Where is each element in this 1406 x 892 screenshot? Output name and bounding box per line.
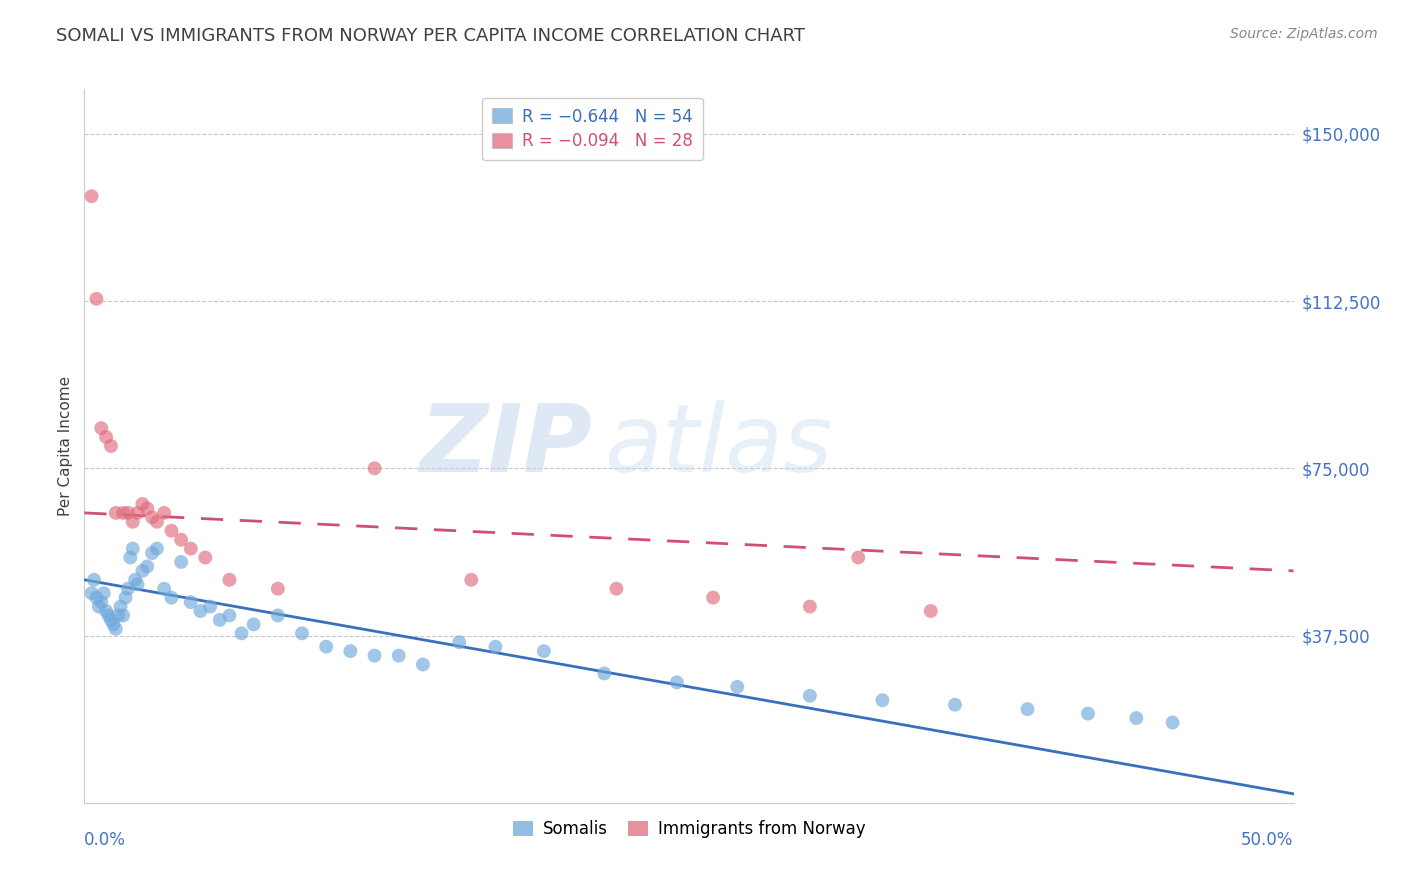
Point — [104, 622, 127, 636]
Point — [593, 666, 616, 681]
Point — [267, 582, 290, 596]
Point — [180, 541, 202, 556]
Text: ZIP: ZIP — [419, 400, 592, 492]
Point — [120, 550, 142, 565]
Point — [124, 573, 146, 587]
Point — [846, 550, 869, 565]
Point — [110, 599, 132, 614]
Point — [107, 608, 129, 623]
Point — [315, 640, 337, 654]
Point — [388, 648, 411, 663]
Point — [339, 644, 361, 658]
Point — [799, 689, 821, 703]
Point — [100, 613, 122, 627]
Point — [190, 604, 212, 618]
Point — [141, 510, 163, 524]
Point — [121, 515, 143, 529]
Point — [136, 501, 159, 516]
Point — [86, 591, 108, 605]
Point — [100, 439, 122, 453]
Text: 50.0%: 50.0% — [1241, 831, 1294, 849]
Point — [180, 595, 202, 609]
Point — [449, 635, 471, 649]
Point — [363, 461, 385, 475]
Point — [460, 573, 482, 587]
Text: atlas: atlas — [605, 401, 832, 491]
Point — [136, 559, 159, 574]
Text: Source: ZipAtlas.com: Source: ZipAtlas.com — [1230, 27, 1378, 41]
Point — [872, 693, 894, 707]
Point — [112, 506, 135, 520]
Point — [83, 573, 105, 587]
Point — [920, 604, 942, 618]
Point — [363, 648, 385, 663]
Point — [146, 541, 169, 556]
Point — [725, 680, 748, 694]
Y-axis label: Per Capita Income: Per Capita Income — [58, 376, 73, 516]
Point — [160, 591, 183, 605]
Point — [665, 675, 688, 690]
Point — [90, 595, 112, 609]
Text: SOMALI VS IMMIGRANTS FROM NORWAY PER CAPITA INCOME CORRELATION CHART: SOMALI VS IMMIGRANTS FROM NORWAY PER CAP… — [56, 27, 806, 45]
Point — [218, 573, 240, 587]
Point — [1077, 706, 1099, 721]
Point — [86, 292, 108, 306]
Point — [799, 599, 821, 614]
Point — [112, 608, 135, 623]
Point — [90, 421, 112, 435]
Point — [93, 586, 115, 600]
Point — [605, 582, 627, 596]
Point — [208, 613, 231, 627]
Point — [127, 506, 149, 520]
Point — [117, 582, 139, 596]
Point — [218, 608, 240, 623]
Point — [94, 430, 117, 444]
Point — [131, 564, 153, 578]
Point — [153, 582, 176, 596]
Point — [484, 640, 506, 654]
Point — [87, 599, 110, 614]
Point — [104, 506, 127, 520]
Text: 0.0%: 0.0% — [84, 831, 127, 849]
Point — [291, 626, 314, 640]
Point — [141, 546, 163, 560]
Point — [198, 599, 221, 614]
Point — [943, 698, 966, 712]
Point — [267, 608, 290, 623]
Point — [160, 524, 183, 538]
Point — [412, 657, 434, 672]
Point — [94, 604, 117, 618]
Point — [1017, 702, 1039, 716]
Point — [702, 591, 724, 605]
Point — [153, 506, 176, 520]
Point — [1125, 711, 1147, 725]
Point — [131, 497, 153, 511]
Point — [80, 189, 103, 203]
Point — [231, 626, 253, 640]
Point — [242, 617, 264, 632]
Point — [97, 608, 120, 623]
Point — [194, 550, 217, 565]
Point — [117, 506, 139, 520]
Point — [114, 591, 136, 605]
Point — [103, 617, 125, 632]
Point — [146, 515, 169, 529]
Point — [170, 555, 193, 569]
Legend: Somalis, Immigrants from Norway: Somalis, Immigrants from Norway — [506, 814, 872, 845]
Point — [80, 586, 103, 600]
Point — [533, 644, 555, 658]
Point — [1161, 715, 1184, 730]
Point — [121, 541, 143, 556]
Point — [127, 577, 149, 591]
Point — [170, 533, 193, 547]
